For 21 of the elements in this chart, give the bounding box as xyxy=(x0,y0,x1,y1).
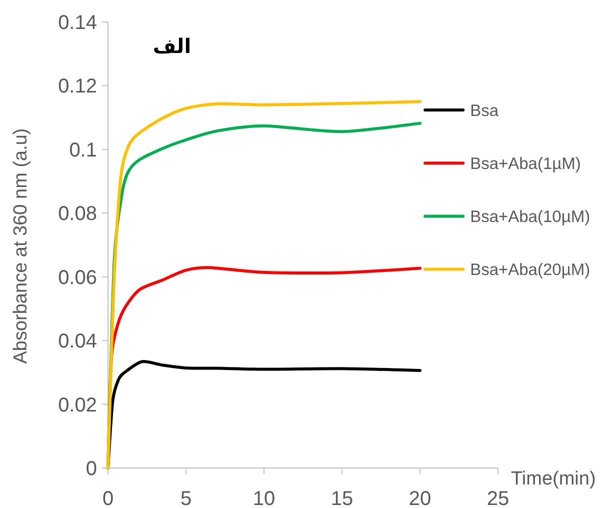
x-tick-label: 5 xyxy=(180,488,192,508)
y-tick-label: 0 xyxy=(86,458,97,480)
x-tick-label: 15 xyxy=(330,488,354,508)
y-tick-label: 0.04 xyxy=(58,330,97,353)
legend-label: Bsa xyxy=(470,102,500,120)
x-tick-label: 10 xyxy=(252,488,276,508)
x-tick-label: 25 xyxy=(486,488,510,508)
y-tick-label: 0.02 xyxy=(58,394,97,416)
y-tick-label: 0.08 xyxy=(58,203,97,226)
y-tick-label: 0.12 xyxy=(58,76,97,98)
x-tick-label: 20 xyxy=(408,488,432,508)
legend-label: Bsa+Aba(1µM) xyxy=(470,154,581,173)
legend-label: Bsa+Aba(20µM) xyxy=(470,261,590,280)
y-axis-title: Absorbance at 360 nm (a.u) xyxy=(10,128,32,364)
y-tick-label: 0.14 xyxy=(58,12,97,34)
y-tick-label: 0.06 xyxy=(58,266,97,289)
y-tick-label: 0.1 xyxy=(69,139,97,162)
x-tick-label: 0 xyxy=(102,488,114,508)
text: الف xyxy=(152,34,192,58)
legend-label: Bsa+Aba(10µM) xyxy=(470,208,590,226)
x-axis-title: Time(min) xyxy=(511,468,596,490)
